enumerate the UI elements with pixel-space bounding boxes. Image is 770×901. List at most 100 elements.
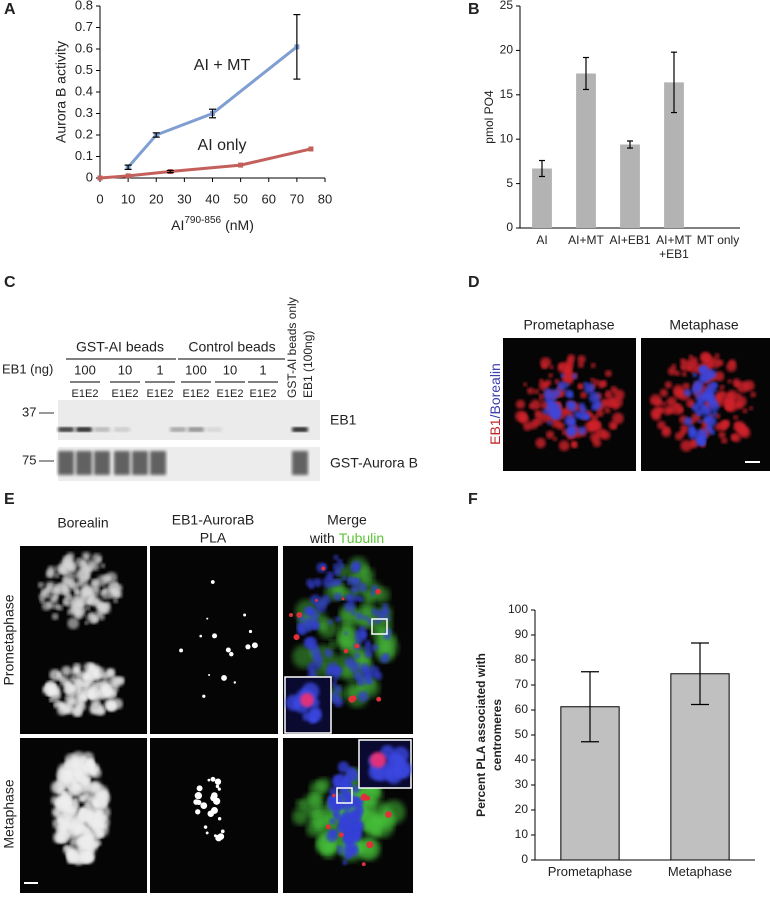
signal [360, 793, 368, 801]
signal [592, 438, 602, 448]
x-tick-label: 70 [290, 191, 304, 206]
panel-letter: A [4, 1, 16, 18]
row-label: Prometaphase [1, 594, 17, 685]
signal [345, 766, 356, 777]
signal [86, 758, 95, 766]
signal [196, 785, 203, 792]
header-part: Tubulin [339, 530, 384, 546]
signal [56, 814, 66, 824]
signal [359, 597, 364, 602]
signal [200, 802, 208, 809]
signal [315, 598, 318, 602]
y-tick-label: 0 [86, 169, 93, 184]
signal [548, 373, 554, 378]
signal [300, 693, 314, 707]
lane-amount: 10 [223, 362, 237, 377]
micrograph-content [50, 751, 111, 866]
y-tick-label: 90 [515, 627, 529, 641]
signal [338, 563, 345, 570]
x-tick-label: 0 [96, 191, 103, 206]
blot-band [114, 451, 130, 475]
y-tick-label: 40 [515, 752, 529, 766]
y-tick-label: 80 [515, 652, 529, 666]
x-tick-label: 80 [318, 191, 332, 206]
panel-letter: C [4, 274, 16, 291]
signal [302, 711, 312, 722]
signal [77, 824, 89, 836]
signal [681, 371, 687, 377]
signal [549, 365, 554, 370]
signal [545, 379, 552, 386]
signal [361, 862, 366, 867]
signal [57, 673, 65, 682]
signal [718, 420, 728, 430]
signal [88, 613, 95, 620]
signal [63, 845, 70, 852]
signal [695, 436, 706, 447]
signal [53, 703, 59, 709]
signal [229, 651, 234, 657]
signal [329, 787, 338, 796]
signal [333, 684, 342, 694]
signal [214, 778, 222, 785]
signal [742, 408, 748, 414]
signal [342, 575, 347, 581]
signal [530, 399, 541, 411]
signal [540, 357, 552, 369]
signal [365, 639, 371, 646]
signal [39, 598, 45, 604]
inset-box [336, 787, 353, 804]
header-part: with [309, 530, 335, 546]
signal [65, 778, 78, 792]
signal [593, 400, 603, 410]
y-tick-label: 30 [515, 777, 529, 791]
y-tick-label: 50 [515, 727, 529, 741]
y-tick-label: 15 [500, 87, 514, 101]
signal [303, 637, 316, 649]
signal [116, 591, 123, 598]
signal [564, 414, 576, 427]
signal [533, 388, 539, 395]
signal [215, 834, 223, 842]
signal [96, 815, 110, 829]
signal [547, 400, 556, 409]
signal [364, 649, 373, 658]
y-axis-label: Percent PLA associated with [474, 653, 488, 817]
signal [335, 616, 341, 623]
blot-band [58, 451, 74, 475]
signal [328, 639, 338, 649]
y-tick-label: 0.5 [75, 62, 93, 77]
signal [721, 437, 728, 444]
signal [318, 623, 328, 633]
signal [577, 361, 585, 369]
lane-label: GST-AI beads only [285, 297, 299, 398]
signal [568, 424, 578, 434]
micrograph-content [292, 761, 406, 867]
signal [60, 820, 72, 831]
signal [83, 778, 91, 786]
signal [371, 608, 379, 616]
signal [363, 615, 369, 621]
x-label-part: AI [171, 217, 184, 233]
signal [64, 682, 76, 694]
channel-blue: /Borealin [487, 363, 503, 418]
x-tick-label: AI+MT [568, 233, 604, 247]
image-layer [20, 338, 770, 893]
signal [680, 359, 692, 372]
signal [205, 831, 209, 835]
signal [303, 605, 314, 616]
signal [708, 400, 720, 412]
signal [366, 679, 373, 685]
signal [293, 634, 300, 641]
signal [81, 559, 87, 565]
signal [61, 665, 72, 677]
signal [74, 770, 86, 783]
signal [543, 388, 554, 398]
panel-letter: B [468, 1, 480, 18]
lane-fraction: E1E2 [72, 388, 99, 400]
signal [105, 667, 116, 678]
x-tick-label: AI [536, 233, 548, 247]
blot-band [76, 427, 92, 432]
y-tick-label: 0.7 [75, 19, 93, 34]
